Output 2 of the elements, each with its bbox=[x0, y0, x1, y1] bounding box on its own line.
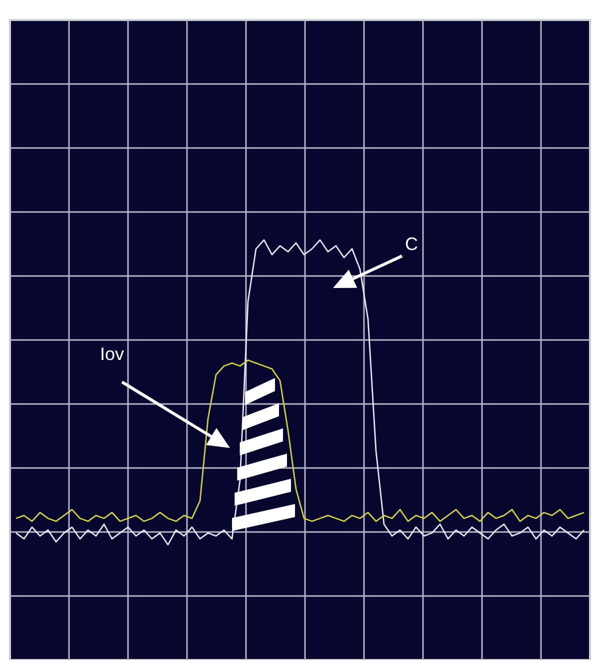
annotation: C bbox=[405, 234, 418, 254]
annotation: Iov bbox=[100, 344, 124, 364]
